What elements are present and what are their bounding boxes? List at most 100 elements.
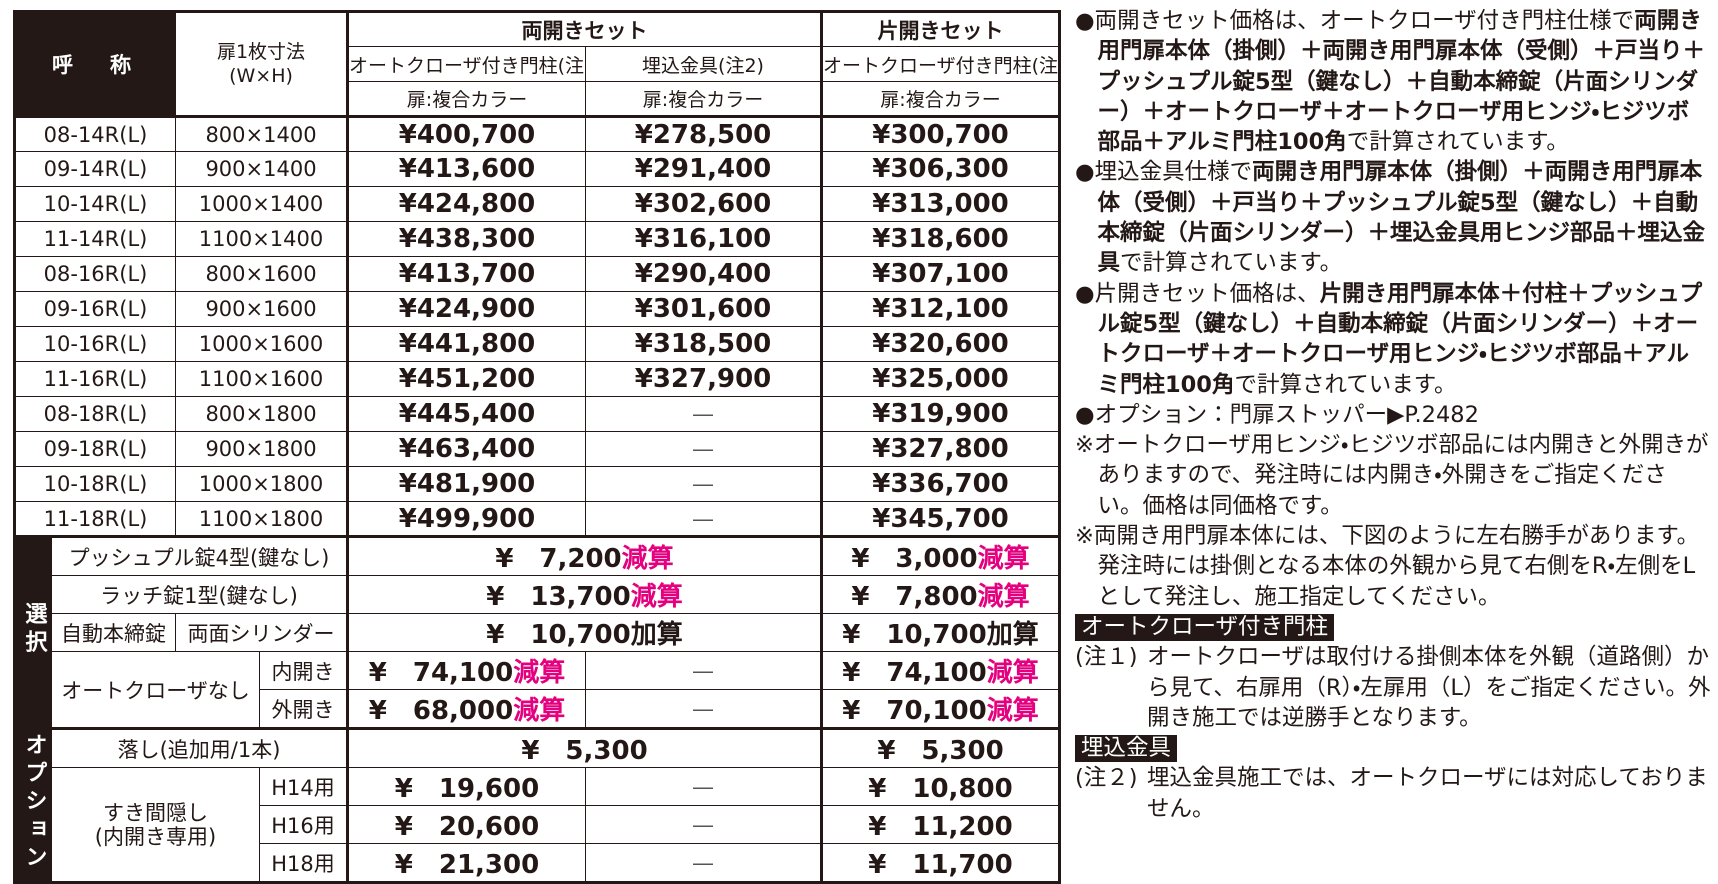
model-name: 08-14R(L): [14, 115, 176, 152]
cell-text: ¥499,900: [398, 503, 536, 534]
cell-text: ¥ 74,100: [842, 658, 987, 688]
header-text: (W×H): [229, 65, 293, 87]
cell-text: ―: [693, 812, 713, 837]
cell-text: ¥336,700: [872, 469, 1009, 499]
note-text: で計算されています。: [1346, 129, 1569, 156]
item-sub: H14用: [259, 767, 348, 806]
cell-text: ¥463,400: [398, 434, 536, 464]
cell-text: ―: [693, 506, 713, 531]
cell-text: H14用: [271, 775, 335, 800]
cell-text: 落し(追加用/1本): [117, 737, 281, 762]
not-available: ―: [585, 651, 822, 690]
price-note: 減算: [977, 544, 1030, 574]
cell-text: ¥327,900: [634, 364, 772, 394]
model-name: 11-18R(L): [14, 501, 176, 537]
table-row: 11-14R(L) 1100×1400 ¥438,300 ¥316,100 ¥318,6…: [14, 221, 1060, 257]
price: ¥307,100: [820, 256, 1060, 292]
cell-text: ―: [693, 696, 713, 721]
not-available: ―: [585, 767, 822, 806]
price-note: 減算: [986, 696, 1039, 726]
cell-text: ¥441,800: [398, 329, 536, 359]
price: ¥424,900: [346, 291, 586, 327]
cell-text: ¥ 5,300: [877, 736, 1004, 766]
column-header: オートクローザ付き門柱(注1): [820, 46, 1060, 82]
not-available: ―: [585, 843, 822, 883]
table-row: 08-14R(L) 800×1400 ¥400,700 ¥278,500 ¥300,70…: [14, 115, 1060, 152]
table-row: 外開き ¥ 68,000減算 ― ¥ 70,100減算: [15, 689, 1060, 729]
price-note: 加算: [630, 620, 683, 650]
table-row: 09-18R(L) 900×1800 ¥463,400 ― ¥327,800: [14, 431, 1060, 467]
price: ¥291,400: [585, 151, 822, 187]
label-text: オプション: [21, 732, 47, 873]
cell-text: ¥445,400: [398, 399, 536, 429]
note-text: 両開き用門扉本体（掛側）＋両開き用門扉本体（受側）＋戸当り＋プッシュプル錠5型（…: [1097, 159, 1706, 277]
footnote-text: オートクローザは取付ける掛側本体を外観（道路側）から見て、右扉用（R）・左扉用（…: [1147, 644, 1711, 731]
size-header: 扉1枚寸法 (W×H): [175, 11, 348, 117]
cell-text: プッシュプル錠4型(鍵なし): [68, 545, 330, 570]
item: ラッチ錠1型(鍵なし): [51, 575, 348, 614]
door-size: 1000×1600: [175, 326, 348, 362]
price: ¥463,400: [346, 431, 586, 467]
price-note: 減算: [986, 658, 1039, 688]
item-sub: 両面シリンダー: [175, 613, 348, 652]
bold-text: 片開き用門扉本体＋付柱＋プッシュプル錠5型（鍵なし）＋自動本締錠（片面シリンダー…: [1098, 281, 1703, 398]
option-label: オプション: [14, 727, 52, 883]
price-note: 減算: [621, 544, 674, 574]
cell-text: 1000×1800: [198, 472, 324, 496]
cell-text: ¥424,800: [398, 189, 536, 219]
door-size: 1100×1400: [175, 221, 348, 257]
price: ¥ 3,000減算: [820, 535, 1060, 576]
cell-text: ¥313,000: [872, 189, 1009, 219]
price: ¥400,700: [346, 115, 586, 152]
table-row: 11-16R(L) 1100×1600 ¥451,200 ¥327,900 ¥325,0…: [14, 361, 1060, 397]
cell-text: ¥ 7,200: [495, 544, 622, 574]
price: ¥327,800: [820, 431, 1060, 467]
price: ¥318,600: [820, 221, 1060, 257]
note-text: ●埋込金具仕様で: [1075, 159, 1253, 186]
cell-text: ¥312,100: [872, 294, 1009, 324]
item-sub: 内開き: [259, 651, 348, 690]
door-size: 800×1600: [175, 256, 348, 292]
price: ―: [585, 466, 822, 502]
bold-text: 両開き用門扉本体（掛側）＋両開き用門扉本体（受側）＋戸当り＋プッシュプル錠5型（…: [1098, 159, 1706, 276]
cell-text: H16用: [271, 813, 335, 838]
cell-text: ―: [693, 850, 713, 875]
page-body: 呼 称 扉1枚寸法 (W×H) 両開きセット 片開きセット オートクローザ付き門柱(注1)…: [13, 6, 1711, 884]
cell-text: すき間隠し: [103, 800, 208, 825]
cell-text: 1100×1400: [198, 227, 324, 251]
cell-text: ¥ 10,700: [842, 620, 987, 650]
price: ¥290,400: [585, 256, 822, 292]
cell-text: 09-18R(L): [43, 437, 148, 461]
price: ¥278,500: [585, 115, 822, 152]
cell-text: 900×1400: [205, 157, 317, 181]
note-text: ※両開き用門扉本体には、下図のように左右勝手があります。発注時には掛側となる本体…: [1075, 523, 1700, 610]
cell-text: 1000×1400: [198, 192, 324, 216]
cell-text: ¥319,900: [872, 399, 1009, 429]
price: ¥ 10,700加算: [820, 613, 1060, 652]
model-name: 08-18R(L): [14, 396, 176, 432]
header-text: オートクローザ付き門柱(注1): [823, 54, 1060, 77]
cell-text: 900×1600: [205, 297, 317, 321]
table-row: 扉:複合カラー 扉:複合カラー 扉:複合カラー: [15, 81, 1060, 117]
heading-text: オートクローザ付き門柱: [1075, 613, 1335, 641]
header-text: 両開きセット: [521, 18, 648, 43]
door-size: 900×1800: [175, 431, 348, 467]
footnote-label: (注２): [1075, 765, 1138, 792]
cell-text: ¥ 7,800: [851, 582, 978, 612]
price: ―: [585, 431, 822, 467]
name-header: 呼 称: [14, 11, 176, 117]
price: ¥ 20,600: [346, 805, 586, 844]
table-row: 10-16R(L) 1000×1600 ¥441,800 ¥318,500 ¥320,6…: [14, 326, 1060, 362]
note-text: ●両開きセット価格は、オートクローザ付き門柱仕様で: [1075, 8, 1635, 34]
not-available: ―: [585, 689, 822, 729]
note: ●両開きセット価格は、オートクローザ付き門柱仕様で両開き用門扉本体（掛側）＋両開…: [1075, 6, 1711, 157]
color-header: 扉:複合カラー: [346, 81, 586, 117]
table-row: 08-18R(L) 800×1800 ¥445,400 ― ¥319,900: [14, 396, 1060, 432]
model-name: 10-18R(L): [14, 466, 176, 502]
cell-text: 11-16R(L): [43, 367, 148, 391]
table-row: オプション 落し(追加用/1本) ¥ 5,300 ¥ 5,300: [14, 727, 1060, 883]
price: ¥313,000: [820, 186, 1060, 222]
bold-text: 両開き用門扉本体（掛側）＋両開き用門扉本体（受側）＋戸当り＋プッシュプル錠5型（…: [1098, 8, 1706, 155]
price: ¥ 5,300: [346, 727, 822, 768]
note-text: 片開き用門扉本体＋付柱＋プッシュプル錠5型（鍵なし）＋自動本締錠（片面シリンダー…: [1097, 280, 1703, 398]
